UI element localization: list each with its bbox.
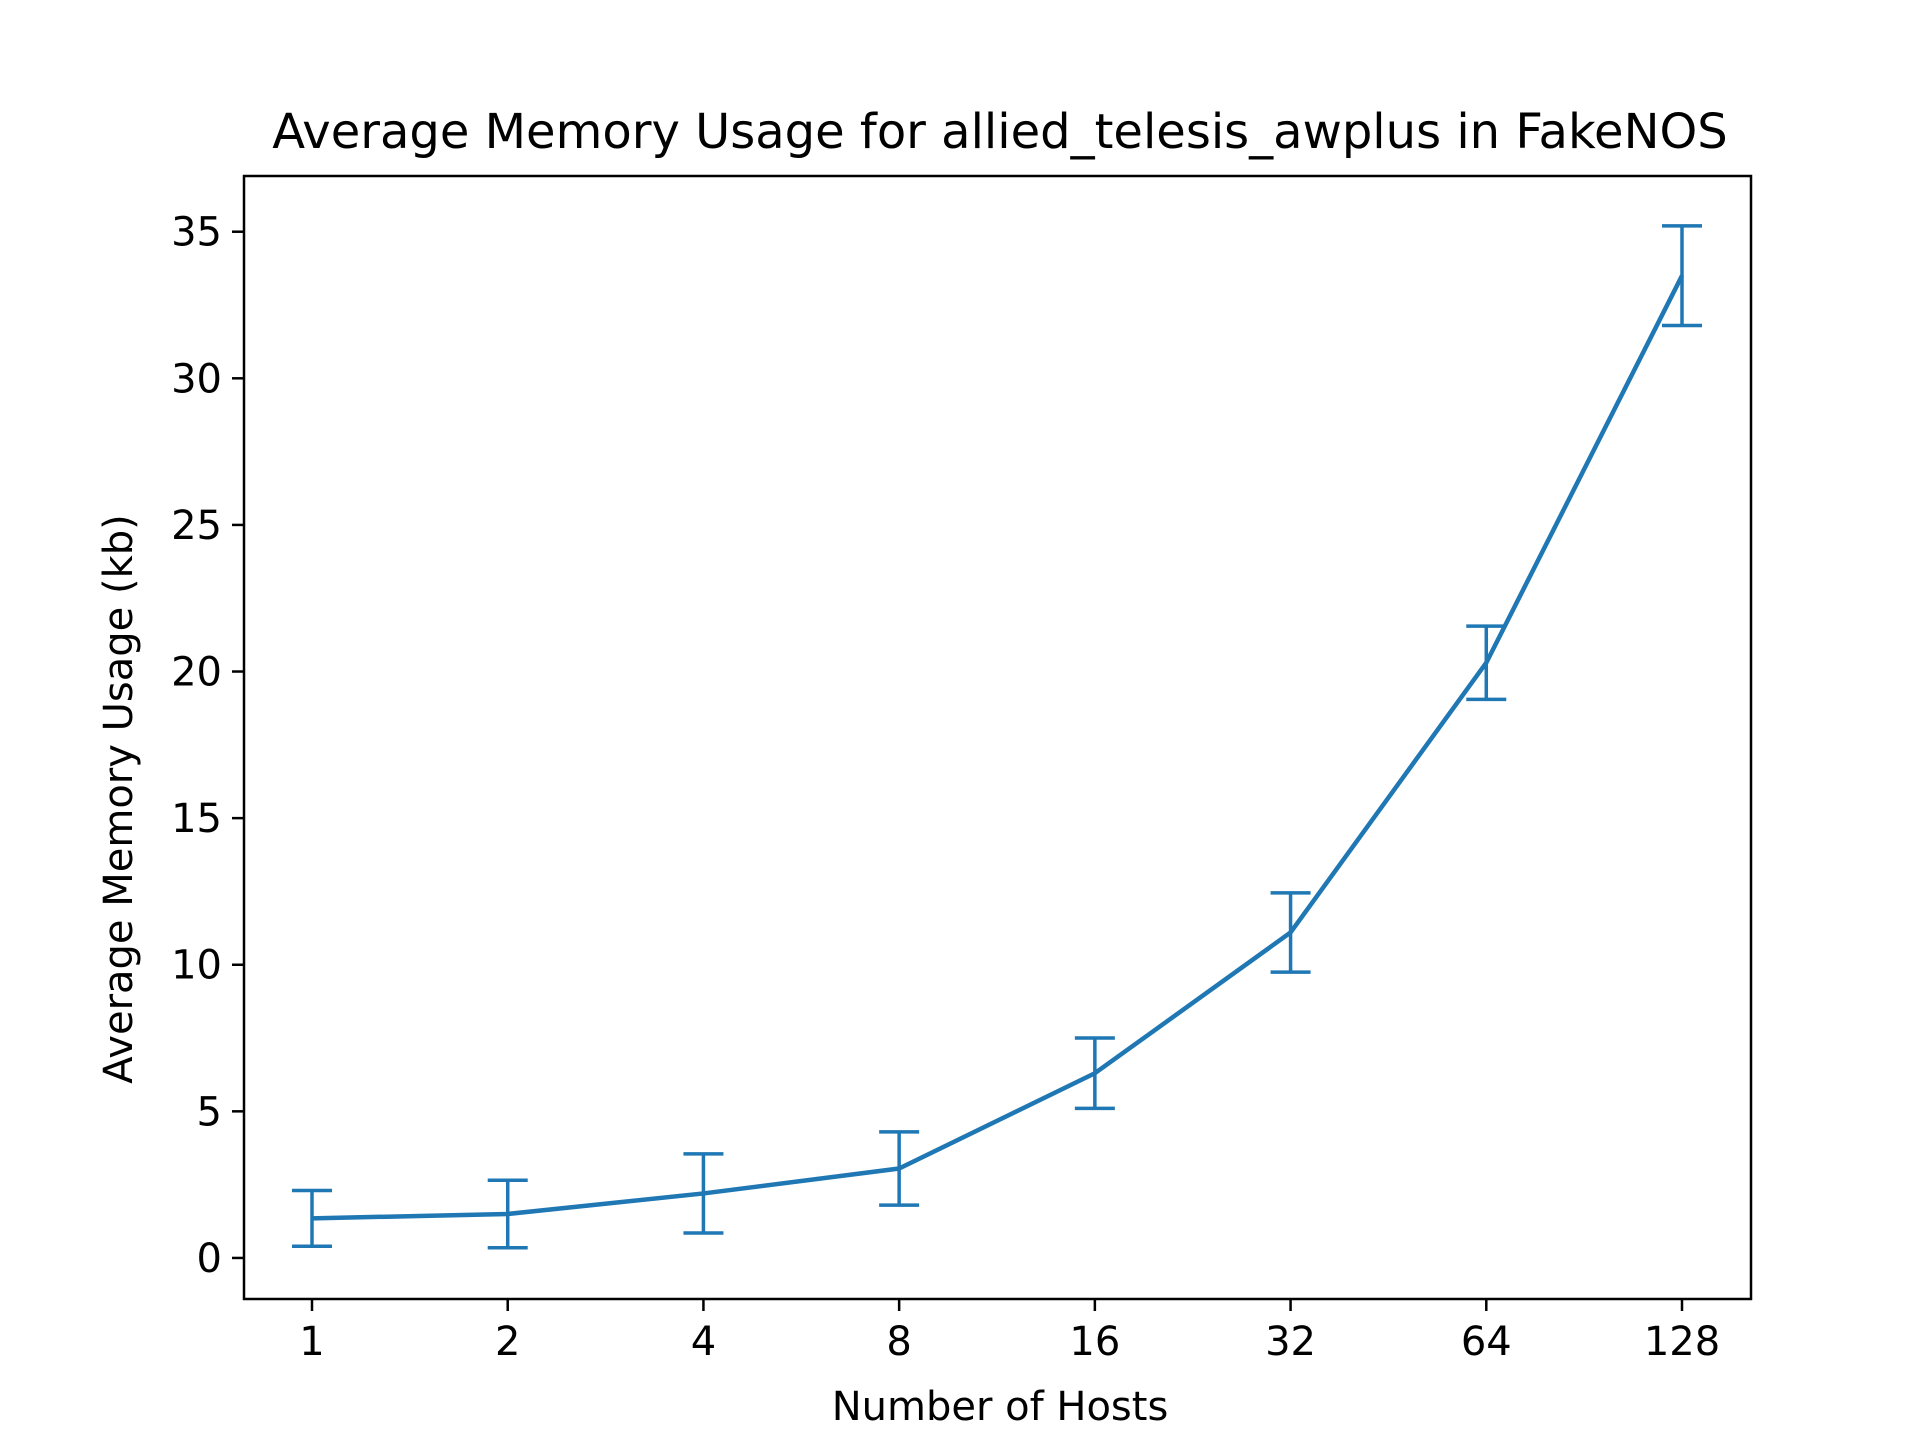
x-axis-label: Number of Hosts: [832, 1384, 1169, 1430]
chart-title: Average Memory Usage for allied_telesis_…: [272, 104, 1727, 160]
series-line: [311, 274, 1685, 1221]
y-tick-label: 25: [171, 503, 222, 549]
x-tick-label: 128: [1644, 1319, 1720, 1365]
x-tick-label: 64: [1461, 1319, 1512, 1365]
y-axis-label: Average Memory Usage (kb): [96, 514, 142, 1083]
x-tick-label: 16: [1069, 1319, 1120, 1365]
y-tick-label: 0: [197, 1236, 222, 1282]
plot-frame: [242, 174, 1753, 1301]
y-tick-label: 10: [171, 943, 222, 989]
x-tick-label: 4: [691, 1319, 716, 1365]
x-tick-label: 32: [1265, 1319, 1316, 1365]
x-tick-label: 8: [886, 1319, 911, 1365]
x-tick-label: 1: [299, 1319, 324, 1365]
y-tick-label: 20: [171, 650, 222, 696]
y-tick-label: 30: [171, 356, 222, 402]
x-tick-label: 2: [495, 1319, 520, 1365]
y-tick-label: 35: [171, 210, 222, 256]
y-tick-label: 15: [171, 796, 222, 842]
y-tick-label: 5: [197, 1089, 222, 1135]
chart-marks: 0 5 10 15 20 25 30 35 1 2 4 8 16 32 64 128: [171, 210, 1720, 1365]
